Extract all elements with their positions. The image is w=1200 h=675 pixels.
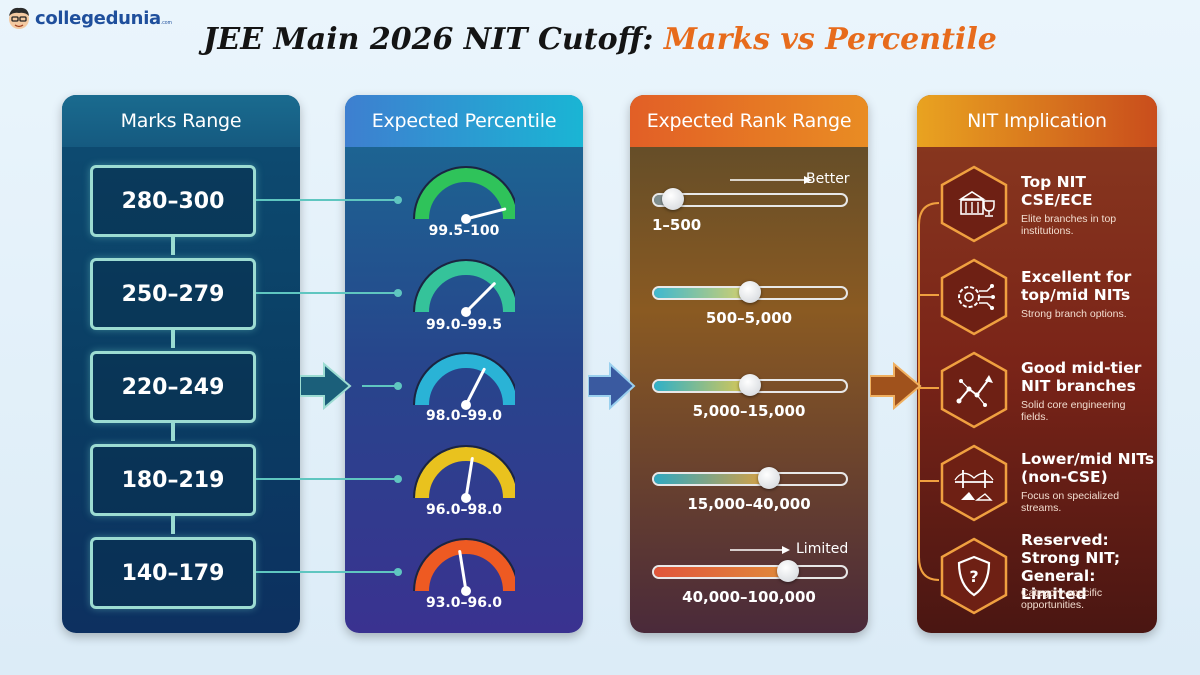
percentile-gauge-5 (413, 538, 515, 596)
rank-label-5: 40,000–100,000 (682, 588, 816, 606)
impl-title-4: Lower/mid NITs (non-CSE) (1021, 450, 1155, 486)
rank-range-panel: Expected Rank Range Better Limited 1–500… (630, 95, 868, 633)
percentile-panel: Expected Percentile 99.5–100 99.0–99.5 9… (345, 95, 583, 633)
rank-slider-knob (777, 560, 800, 582)
rank-label-1: 1–500 (652, 216, 702, 234)
brand-logo[interactable]: collegedunia .com (6, 4, 172, 32)
impl-title-1: Top NIT CSE/ECE (1021, 173, 1093, 209)
implication-connector (918, 202, 940, 581)
arrow-right-icon (588, 362, 636, 410)
better-arrow-icon (730, 176, 812, 184)
percentile-header: Expected Percentile (345, 95, 583, 147)
impl-sub-2: Strong branch options. (1021, 308, 1127, 320)
gauge-hub (461, 586, 471, 596)
marks-box-4: 180–219 (90, 444, 256, 516)
rank-label-2: 500–5,000 (705, 309, 793, 327)
implication-header: NIT Implication (917, 95, 1157, 147)
limited-arrow-icon (730, 546, 790, 554)
connector-line (171, 421, 175, 441)
title-highlight: Marks vs Percentile (663, 22, 997, 57)
marks-box-1: 280–300 (90, 165, 256, 237)
rank-slider-5 (652, 560, 848, 582)
gauge-needle (464, 207, 507, 221)
impl-sub-5: Category-specific opportunities. (1021, 587, 1103, 611)
connector-line (171, 514, 175, 534)
rank-slider-fill (654, 474, 770, 484)
rank-slider-3 (652, 374, 848, 396)
rank-slider-4 (652, 467, 848, 489)
impl-sub-3: Solid core engineering fields. (1021, 399, 1126, 423)
bridge-icon (940, 444, 1008, 522)
rank-slider-fill (654, 381, 750, 391)
rank-slider-knob (739, 281, 761, 303)
percentile-label-2: 99.0–99.5 (425, 317, 503, 333)
better-indicator: Better (806, 171, 850, 187)
rank-slider-2 (652, 281, 848, 303)
percentile-gauge-1 (413, 166, 515, 224)
logo-face-icon (9, 7, 29, 29)
percentile-label-3: 98.0–99.0 (425, 408, 503, 424)
arrow-right-icon (870, 362, 922, 410)
circuit-gear-icon (940, 258, 1008, 336)
connector-line (171, 235, 175, 255)
gauge-arc (415, 540, 515, 592)
rank-range-header: Expected Rank Range (630, 95, 868, 147)
percentile-label-1: 99.5–100 (428, 223, 500, 239)
connector-line (171, 328, 175, 348)
impl-sub-1: Elite branches in top institutions. (1021, 213, 1117, 237)
marks-box-5: 140–179 (90, 537, 256, 609)
gauge-needle (464, 456, 474, 500)
gauge-needle (464, 367, 486, 407)
gauge-arc (415, 261, 515, 313)
impl-title-5: Reserved: Strong NIT; General: Limited (1021, 531, 1121, 603)
university-trophy-icon (940, 165, 1008, 243)
svg-text:?: ? (969, 567, 978, 586)
brand-suffix: .com (160, 20, 172, 26)
rank-slider-knob (662, 188, 685, 210)
gauge-arc (415, 447, 515, 499)
gauge-rim (413, 352, 515, 406)
gauge-rim (413, 538, 515, 592)
impl-sub-4: Focus on specialized streams. (1021, 490, 1120, 514)
percentile-gauge-2 (413, 259, 515, 317)
rank-slider-fill (654, 288, 750, 298)
gauge-arc (415, 354, 515, 406)
limited-indicator: Limited (796, 541, 849, 557)
brand-name: collegedunia (35, 7, 161, 29)
title-main: JEE Main 2026 NIT Cutoff: (203, 22, 654, 57)
rank-slider-fill (654, 567, 789, 577)
gauge-needle (464, 282, 496, 314)
gauge-rim (413, 259, 515, 313)
impl-title-2: Excellent for top/mid NITs (1021, 268, 1132, 304)
gauge-hub (461, 307, 471, 317)
implication-panel: NIT Implication Top NIT CSE/ECE Elite br… (917, 95, 1157, 633)
gauge-arc (415, 168, 515, 220)
gauge-hub (461, 493, 471, 503)
marks-range-panel: Marks Range 280–300 250–279 220–249 180–… (62, 95, 300, 633)
gauge-rim (413, 445, 515, 499)
rank-slider-1 (652, 188, 848, 210)
rank-slider-knob (739, 374, 761, 396)
gauge-rim (413, 166, 515, 220)
shield-question-icon: ? (940, 537, 1008, 615)
percentile-label-4: 96.0–98.0 (425, 502, 503, 518)
rank-label-3: 5,000–15,000 (692, 402, 806, 420)
gauge-hub (461, 214, 471, 224)
gauge-needle (458, 549, 468, 593)
percentile-label-5: 93.0–96.0 (425, 595, 503, 611)
marks-box-2: 250–279 (90, 258, 256, 330)
page-title: JEE Main 2026 NIT Cutoff: Marks vs Perce… (0, 22, 1200, 57)
rank-label-4: 15,000–40,000 (687, 495, 811, 513)
arrow-right-icon (300, 362, 352, 410)
network-growth-icon (940, 351, 1008, 429)
gauge-hub (461, 400, 471, 410)
marks-range-header: Marks Range (62, 95, 300, 147)
percentile-gauge-4 (413, 445, 515, 503)
rank-slider-knob (758, 467, 781, 489)
marks-box-3: 220–249 (90, 351, 256, 423)
impl-title-3: Good mid-tier NIT branches (1021, 359, 1142, 395)
percentile-gauge-3 (413, 352, 515, 410)
